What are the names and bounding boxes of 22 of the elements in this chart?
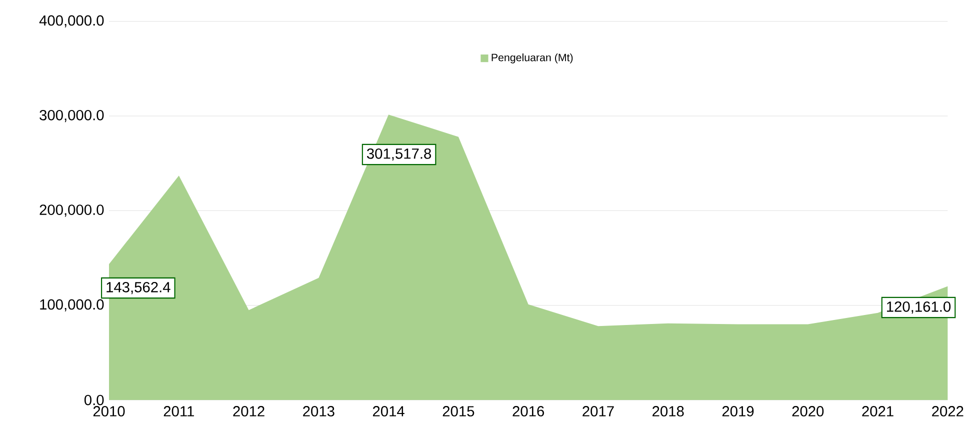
y-tick-label: 100,000.0 [40,299,104,312]
y-tick-label: 0.0 [84,394,104,406]
y-tick-label: 200,000.0 [40,204,104,217]
y-tick-label: 400,000.0 [39,15,104,28]
x-tick-label: 2011 [164,406,194,416]
x-tick-label: 2014 [372,406,404,416]
x-tick-label: 2015 [442,406,474,416]
x-tick-label: 2019 [722,406,754,416]
x-tick-label: 2016 [512,406,544,416]
data-label: 301,517.8 [366,148,432,161]
data-label: 143,562.4 [106,282,170,294]
data-label: 120,161.0 [886,301,951,314]
x-tick-label: 2010 [93,406,125,416]
x-tick-label: 2020 [792,406,824,416]
x-tick-label: 2012 [233,406,264,416]
x-tick-label: 2017 [582,406,614,416]
y-tick-label: 300,000.0 [40,110,104,122]
x-tick-label: 2018 [652,406,684,416]
x-tick-label: 2022 [932,406,964,416]
x-tick-label: 2021 [862,406,894,416]
x-tick-label: 2013 [303,406,334,416]
legend-label: Pengeluaran (Mt) [492,53,573,64]
